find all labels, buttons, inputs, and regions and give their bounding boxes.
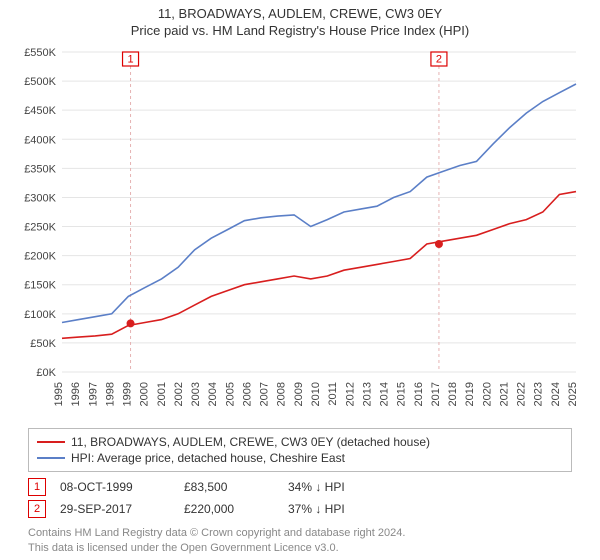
sale-date: 08-OCT-1999 bbox=[60, 480, 170, 494]
svg-text:£250K: £250K bbox=[24, 222, 56, 234]
title-main: 11, BROADWAYS, AUDLEM, CREWE, CW3 0EY bbox=[0, 6, 600, 21]
svg-text:2017: 2017 bbox=[430, 382, 442, 406]
svg-text:2019: 2019 bbox=[464, 382, 476, 406]
svg-text:2016: 2016 bbox=[413, 382, 425, 406]
svg-text:2023: 2023 bbox=[533, 382, 545, 406]
legend-swatch-hpi bbox=[37, 457, 65, 459]
svg-text:2003: 2003 bbox=[190, 382, 202, 406]
svg-text:£400K: £400K bbox=[24, 134, 56, 146]
sale-marker-badge: 1 bbox=[28, 478, 46, 496]
svg-text:2011: 2011 bbox=[327, 382, 339, 406]
chart-area: £0K £50K £100K £150K £200K £250K £300K £350K £40… bbox=[14, 44, 586, 424]
svg-text:2008: 2008 bbox=[276, 382, 288, 406]
svg-text:2015: 2015 bbox=[396, 382, 408, 406]
svg-text:2004: 2004 bbox=[207, 382, 219, 406]
legend-row-property: 11, BROADWAYS, AUDLEM, CREWE, CW3 0EY (d… bbox=[37, 435, 563, 449]
chart-title-block: 11, BROADWAYS, AUDLEM, CREWE, CW3 0EY Pr… bbox=[0, 0, 600, 38]
sale-delta: 34% ↓ HPI bbox=[288, 480, 398, 494]
svg-text:2001: 2001 bbox=[156, 382, 168, 406]
svg-text:£500K: £500K bbox=[24, 76, 56, 88]
svg-text:1995: 1995 bbox=[53, 382, 65, 406]
sale-price: £83,500 bbox=[184, 480, 274, 494]
svg-text:2013: 2013 bbox=[361, 382, 373, 406]
svg-text:£100K: £100K bbox=[24, 309, 56, 321]
svg-text:2010: 2010 bbox=[310, 382, 322, 406]
sale-row: 1 08-OCT-1999 £83,500 34% ↓ HPI bbox=[28, 478, 572, 496]
svg-text:1: 1 bbox=[127, 53, 133, 65]
legend-row-hpi: HPI: Average price, detached house, Ches… bbox=[37, 451, 563, 465]
title-sub: Price paid vs. HM Land Registry's House … bbox=[0, 23, 600, 38]
svg-text:£200K: £200K bbox=[24, 251, 56, 263]
svg-text:2: 2 bbox=[436, 53, 442, 65]
svg-text:2018: 2018 bbox=[447, 382, 459, 406]
svg-text:1996: 1996 bbox=[70, 382, 82, 406]
footer-line: This data is licensed under the Open Gov… bbox=[28, 541, 572, 556]
svg-text:1998: 1998 bbox=[104, 382, 116, 406]
svg-text:2012: 2012 bbox=[344, 382, 356, 406]
sale-marker-badge: 2 bbox=[28, 500, 46, 518]
svg-text:2002: 2002 bbox=[173, 382, 185, 406]
footer-line: Contains HM Land Registry data © Crown c… bbox=[28, 526, 572, 541]
svg-text:£350K: £350K bbox=[24, 163, 56, 175]
svg-text:£550K: £550K bbox=[24, 47, 56, 59]
svg-text:2021: 2021 bbox=[498, 382, 510, 406]
svg-text:2020: 2020 bbox=[481, 382, 493, 406]
sale-markers-table: 1 08-OCT-1999 £83,500 34% ↓ HPI 2 29-SEP… bbox=[28, 478, 572, 518]
svg-text:2025: 2025 bbox=[567, 382, 579, 406]
sale-date: 29-SEP-2017 bbox=[60, 502, 170, 516]
svg-text:£300K: £300K bbox=[24, 192, 56, 204]
svg-text:£150K: £150K bbox=[24, 280, 56, 292]
sale-row: 2 29-SEP-2017 £220,000 37% ↓ HPI bbox=[28, 500, 572, 518]
svg-text:2007: 2007 bbox=[259, 382, 271, 406]
svg-text:1997: 1997 bbox=[87, 382, 99, 406]
sale-delta: 37% ↓ HPI bbox=[288, 502, 398, 516]
svg-text:2000: 2000 bbox=[139, 382, 151, 406]
svg-text:2014: 2014 bbox=[379, 382, 391, 406]
svg-text:2022: 2022 bbox=[516, 382, 528, 406]
legend-label-hpi: HPI: Average price, detached house, Ches… bbox=[71, 451, 345, 465]
price-vs-hpi-chart: £0K £50K £100K £150K £200K £250K £300K £350K £40… bbox=[14, 44, 586, 424]
attribution-footer: Contains HM Land Registry data © Crown c… bbox=[28, 526, 572, 556]
svg-text:1999: 1999 bbox=[122, 382, 134, 406]
chart-legend: 11, BROADWAYS, AUDLEM, CREWE, CW3 0EY (d… bbox=[28, 428, 572, 472]
legend-label-property: 11, BROADWAYS, AUDLEM, CREWE, CW3 0EY (d… bbox=[71, 435, 430, 449]
svg-text:2005: 2005 bbox=[224, 382, 236, 406]
svg-text:2024: 2024 bbox=[550, 382, 562, 406]
svg-text:£50K: £50K bbox=[30, 338, 56, 350]
svg-text:£0K: £0K bbox=[36, 367, 56, 379]
svg-text:2006: 2006 bbox=[241, 382, 253, 406]
svg-text:£450K: £450K bbox=[24, 105, 56, 117]
legend-swatch-property bbox=[37, 441, 65, 443]
sale-price: £220,000 bbox=[184, 502, 274, 516]
svg-text:2009: 2009 bbox=[293, 382, 305, 406]
